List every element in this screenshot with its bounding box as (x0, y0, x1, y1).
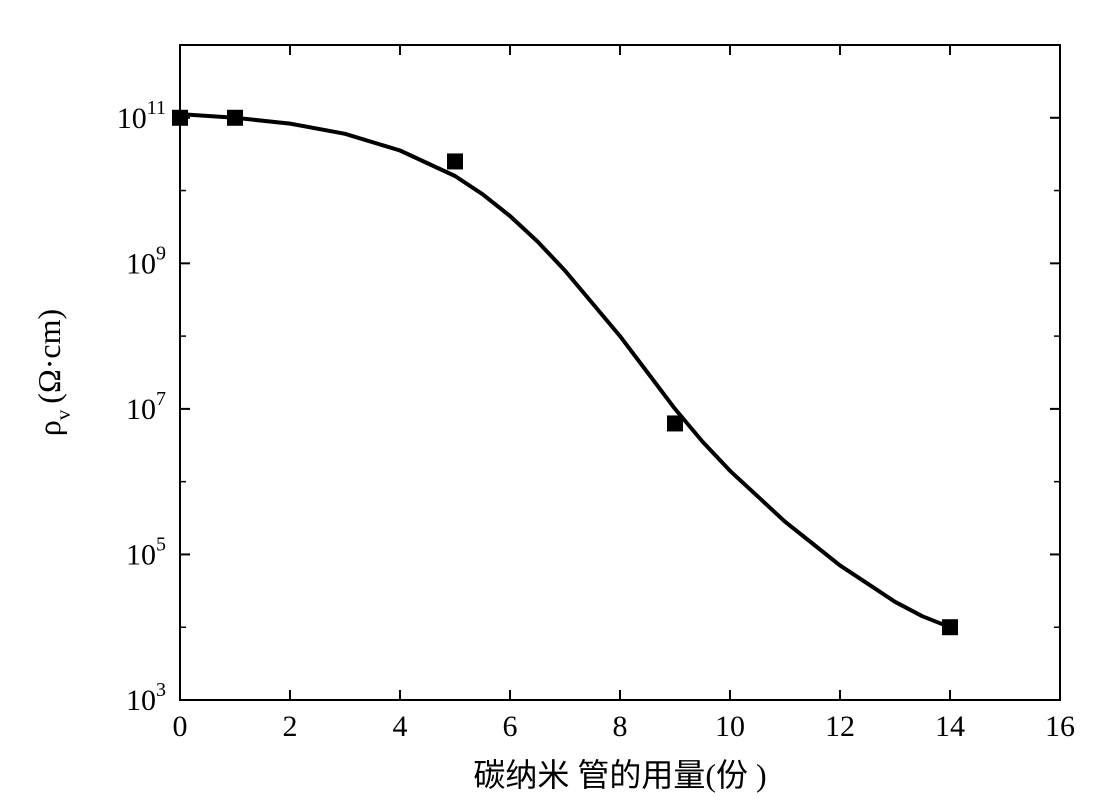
x-tick-label: 6 (503, 710, 518, 743)
x-tick-label: 16 (1045, 710, 1075, 743)
chart-svg: 0 2 4 6 8 10 12 14 16 103 105 107 109 1011 碳纳米 管的用量(份 … (0, 0, 1094, 810)
x-tick-label: 2 (283, 710, 298, 743)
y-tick-label: 107 (126, 388, 166, 426)
x-tick-label: 8 (613, 710, 628, 743)
data-marker (942, 619, 958, 635)
y-axis-label: ρv(Ω·cm) (31, 309, 75, 436)
y-tick-label: 103 (126, 679, 166, 717)
x-tick-label: 10 (715, 710, 745, 743)
y-tick-label: 1011 (117, 97, 166, 135)
data-marker (227, 110, 243, 126)
x-tick-label: 12 (825, 710, 855, 743)
fit-curve (180, 114, 950, 627)
plot-frame (180, 45, 1060, 700)
data-marker (172, 110, 188, 126)
x-tick-label: 0 (173, 710, 188, 743)
y-tick-label: 105 (126, 533, 166, 571)
data-marker (447, 153, 463, 169)
data-marker (667, 415, 683, 431)
y-tick-label: 109 (126, 242, 166, 280)
chart-container: 0 2 4 6 8 10 12 14 16 103 105 107 109 1011 碳纳米 管的用量(份 … (0, 0, 1094, 810)
y-axis-label-group: ρv(Ω·cm) (31, 309, 75, 436)
x-tick-label: 4 (393, 710, 408, 743)
x-axis-label: 碳纳米 管的用量(份 ) (473, 757, 766, 793)
x-tick-label: 14 (935, 710, 965, 743)
